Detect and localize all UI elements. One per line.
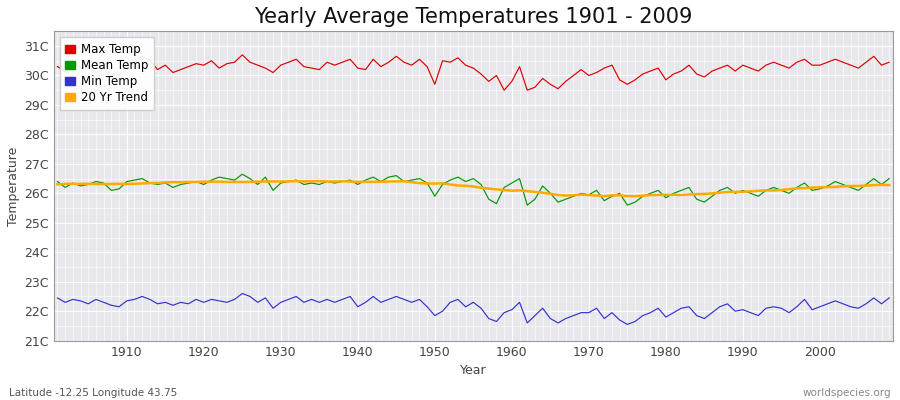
Title: Yearly Average Temperatures 1901 - 2009: Yearly Average Temperatures 1901 - 2009: [254, 7, 692, 27]
Legend: Max Temp, Mean Temp, Min Temp, 20 Yr Trend: Max Temp, Mean Temp, Min Temp, 20 Yr Tre…: [59, 37, 154, 110]
Text: worldspecies.org: worldspecies.org: [803, 388, 891, 398]
Text: Latitude -12.25 Longitude 43.75: Latitude -12.25 Longitude 43.75: [9, 388, 177, 398]
X-axis label: Year: Year: [460, 364, 487, 377]
Y-axis label: Temperature: Temperature: [7, 146, 20, 226]
